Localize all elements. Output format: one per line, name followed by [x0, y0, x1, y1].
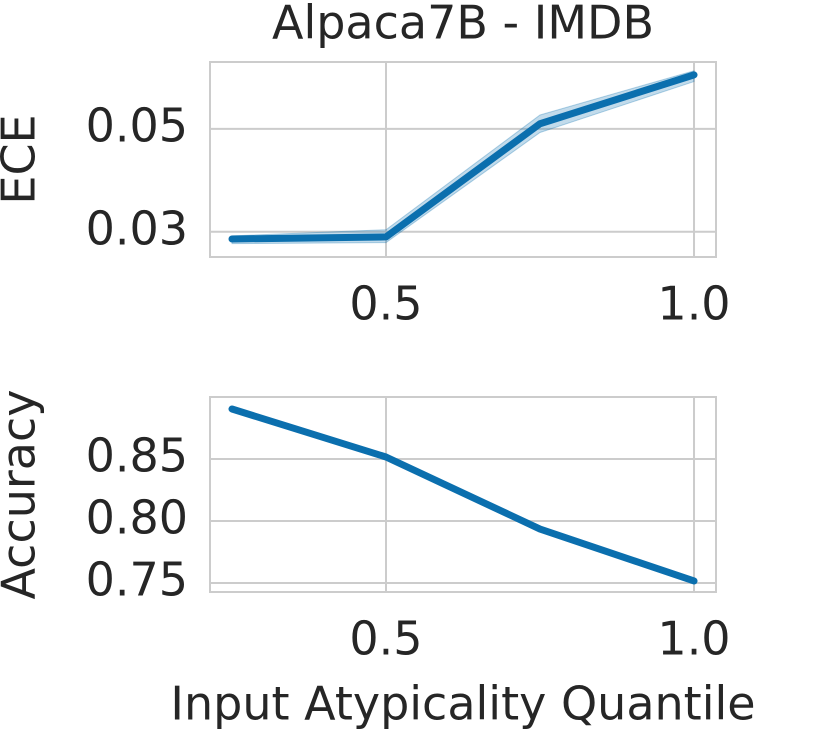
y-tick-label: 0.85: [86, 428, 188, 482]
x-tick-label: 0.5: [349, 612, 422, 666]
chart-title: Alpaca7B - IMDB: [272, 0, 654, 50]
y-axis-label: Accuracy: [0, 389, 46, 599]
y-tick-label: 0.05: [86, 98, 188, 152]
line: [228, 405, 698, 585]
y-tick-label: 0.75: [86, 552, 188, 606]
y-axis-label: ECE: [0, 114, 46, 204]
y-tick-label: 0.80: [86, 490, 188, 544]
x-tick-label: 1.0: [657, 277, 730, 331]
y-tick-label: 0.03: [86, 201, 188, 255]
line: [228, 71, 698, 243]
x-axis-label: Input Atypicality Quantile: [170, 677, 755, 731]
plot-frame: [209, 61, 717, 258]
x-tick-label: 0.5: [349, 277, 422, 331]
x-tick-label: 1.0: [657, 612, 730, 666]
plot-frame: [209, 396, 717, 593]
